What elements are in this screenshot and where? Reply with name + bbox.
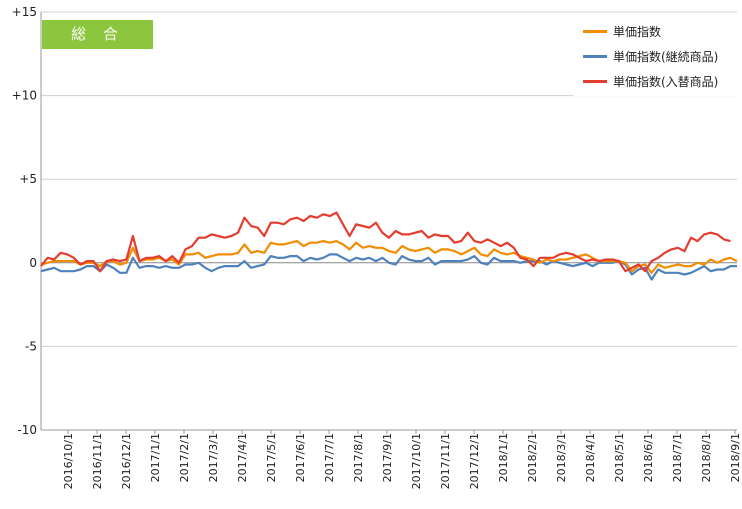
x-tick-label: 2018/2/1 [526,433,539,482]
series-lines [40,211,738,281]
x-tick-label: 2018/4/1 [584,433,597,482]
x-tick-label: 2017/10/1 [410,433,423,489]
x-tick-label: 2017/2/1 [178,433,191,482]
x-tick-label: 2017/3/1 [207,433,220,482]
x-tick-label: 2017/11/1 [439,433,452,489]
badge-label: 総 合 [71,25,124,43]
chart-legend: 単価指数 単価指数(継続商品) 単価指数(入替商品) [573,14,738,96]
y-tick-label: -5 [25,339,37,353]
legend-item-replaced-products: 単価指数(入替商品) [583,72,718,90]
x-tick-label: 2017/1/1 [149,433,162,482]
x-tick-label: 2017/9/1 [381,433,394,482]
series-line [40,211,731,273]
x-tick-label: 2018/3/1 [555,433,568,482]
y-tick-label: 0 [29,256,37,270]
x-tick-label: 2016/11/1 [91,433,104,489]
y-axis-tick-labels: +15 +10 +5 0 -5 -10 [12,5,37,437]
x-tick-label: 2017/8/1 [352,433,365,482]
overall-badge: 総 合 [42,20,153,49]
legend-label: 単価指数(継続商品) [613,49,719,64]
legend-label: 単価指数 [613,24,662,39]
legend-swatch-red [583,79,607,83]
legend-swatch-blue [583,54,607,58]
legend-swatch-orange [583,29,607,33]
y-tick-label: +10 [12,89,37,103]
x-tick-label: 2017/5/1 [265,433,278,482]
x-tick-label: 2017/6/1 [294,433,307,482]
x-tick-label: 2018/1/1 [497,433,510,482]
x-tick-label: 2017/4/1 [236,433,249,482]
x-axis-tick-labels: 2016/10/1 2016/11/1 2016/12/1 2017/1/1 2017/… [62,433,742,489]
y-tick-label: +15 [12,5,37,19]
x-tick-label: 2018/6/1 [642,433,655,482]
x-tick-label: 2018/7/1 [671,433,684,482]
x-tick-label: 2016/12/1 [120,433,133,489]
legend-item-continuing-products: 単価指数(継続商品) [583,47,718,65]
legend-item-unit-price-index: 単価指数 [583,22,661,40]
x-axis [40,12,737,434]
y-tick-label: -10 [17,423,37,437]
x-tick-label: 2017/12/1 [468,433,481,489]
x-tick-label: 2018/5/1 [613,433,626,482]
series-line [40,240,738,274]
x-tick-label: 2018/8/1 [700,433,713,482]
x-tick-label: 2017/7/1 [323,433,336,482]
x-tick-label: 2016/10/1 [62,433,75,489]
x-tick-label: 2018/9/1 [729,433,742,482]
legend-label: 単価指数(入替商品) [613,74,719,89]
y-tick-label: +5 [19,172,37,186]
